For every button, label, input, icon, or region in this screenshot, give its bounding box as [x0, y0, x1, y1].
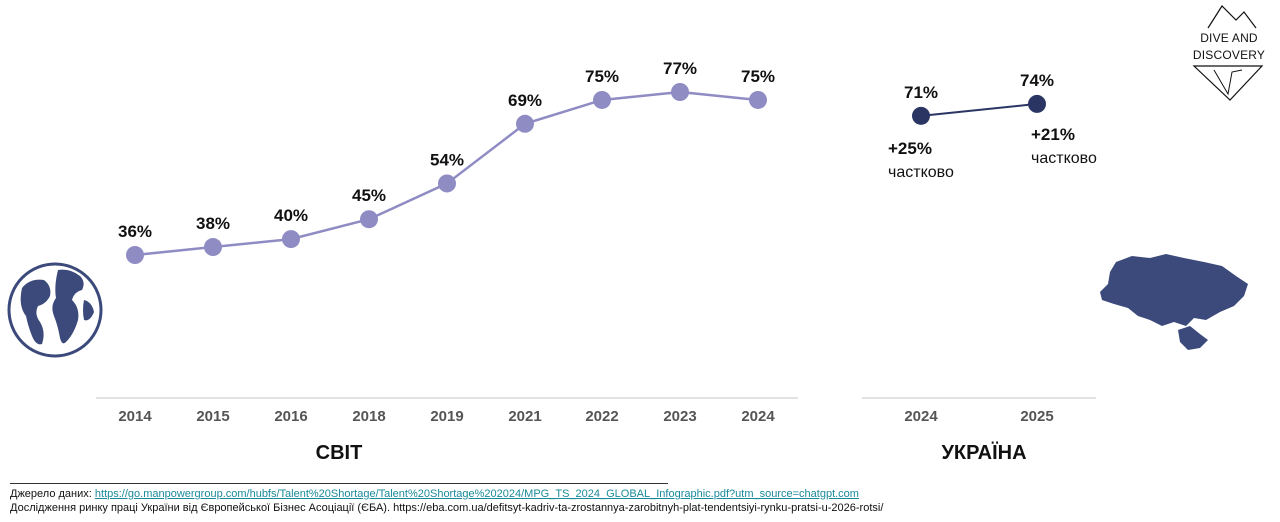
world-series: 36% 2014 38% 2015 40% 2016 45% 2018 54% 2019 69% 20… [118, 59, 775, 425]
source-prefix: Джерело даних: [10, 488, 95, 500]
world-tick-2019: 2019 [430, 408, 463, 425]
world-tick-2014: 2014 [118, 408, 152, 425]
world-point-2019 [438, 174, 456, 193]
world-tick-2022: 2022 [585, 408, 618, 425]
ukraine-series-line [920, 102, 1038, 117]
world-data-label-2022: 75% [585, 67, 619, 86]
world-data-label-2014: 36% [118, 222, 152, 241]
infographic-chart: 36% 2014 38% 2015 40% 2016 45% 2018 54% 2019 69% 20… [7, 5, 1265, 464]
ukraine-annotation-1-value: +25% [888, 139, 932, 158]
brand-line-2: DISCOVERY [1193, 48, 1265, 62]
source-line-1: Джерело даних: https://go.manpowergroup.… [10, 487, 1270, 501]
world-chart-title: СВІТ [316, 442, 363, 464]
ukraine-annotation-2-text: частково [1031, 150, 1097, 167]
ukraine-annotation-1-text: частково [888, 164, 954, 181]
world-point-2014 [126, 246, 144, 264]
world-point-2015 [204, 238, 222, 257]
ukraine-point-2025 [1028, 94, 1046, 113]
ukraine-annotation-2-value: +21% [1031, 125, 1075, 144]
source-link[interactable]: https://go.manpowergroup.com/hubfs/Talen… [94, 488, 859, 500]
world-point-2018 [360, 210, 378, 229]
world-data-label-2016: 40% [274, 206, 308, 225]
brand-line-1: DIVE AND [1200, 31, 1258, 45]
ukraine-series: 71% 2024 74% 2025 [904, 71, 1054, 425]
source-line-2: Дослідження ринку праці України від Євро… [10, 502, 884, 514]
world-tick-2018: 2018 [352, 408, 385, 425]
ukraine-data-label-2024: 71% [904, 83, 938, 102]
world-tick-2024: 2024 [741, 408, 775, 425]
world-point-2021 [516, 114, 534, 133]
world-data-label-2023: 77% [663, 59, 697, 78]
sources-divider [10, 483, 668, 484]
ukraine-map-icon [1100, 254, 1248, 350]
ukraine-point-2024 [912, 106, 930, 125]
sources-footer: Джерело даних: https://go.manpowergroup.… [10, 483, 1270, 515]
globe-icon [7, 262, 103, 358]
world-tick-2015: 2015 [196, 408, 229, 425]
world-tick-2016: 2016 [274, 408, 307, 425]
world-data-label-2018: 45% [352, 186, 386, 205]
world-data-label-2024: 75% [741, 67, 775, 86]
ukraine-tick-2025: 2025 [1020, 408, 1053, 425]
world-data-label-2015: 38% [196, 214, 230, 233]
ukraine-tick-2024: 2024 [904, 408, 938, 425]
world-data-label-2021: 69% [508, 91, 542, 110]
world-point-2024 [749, 90, 767, 109]
world-data-label-2019: 54% [430, 150, 464, 169]
ukraine-chart-title: УКРАЇНА [941, 441, 1026, 464]
world-tick-2023: 2023 [663, 408, 696, 425]
ukraine-data-label-2025: 74% [1020, 71, 1054, 90]
world-point-2022 [593, 90, 611, 109]
world-point-2016 [282, 230, 300, 249]
world-tick-2021: 2021 [508, 408, 541, 425]
mountain-logo-icon [1192, 5, 1264, 101]
world-point-2023 [671, 83, 689, 101]
